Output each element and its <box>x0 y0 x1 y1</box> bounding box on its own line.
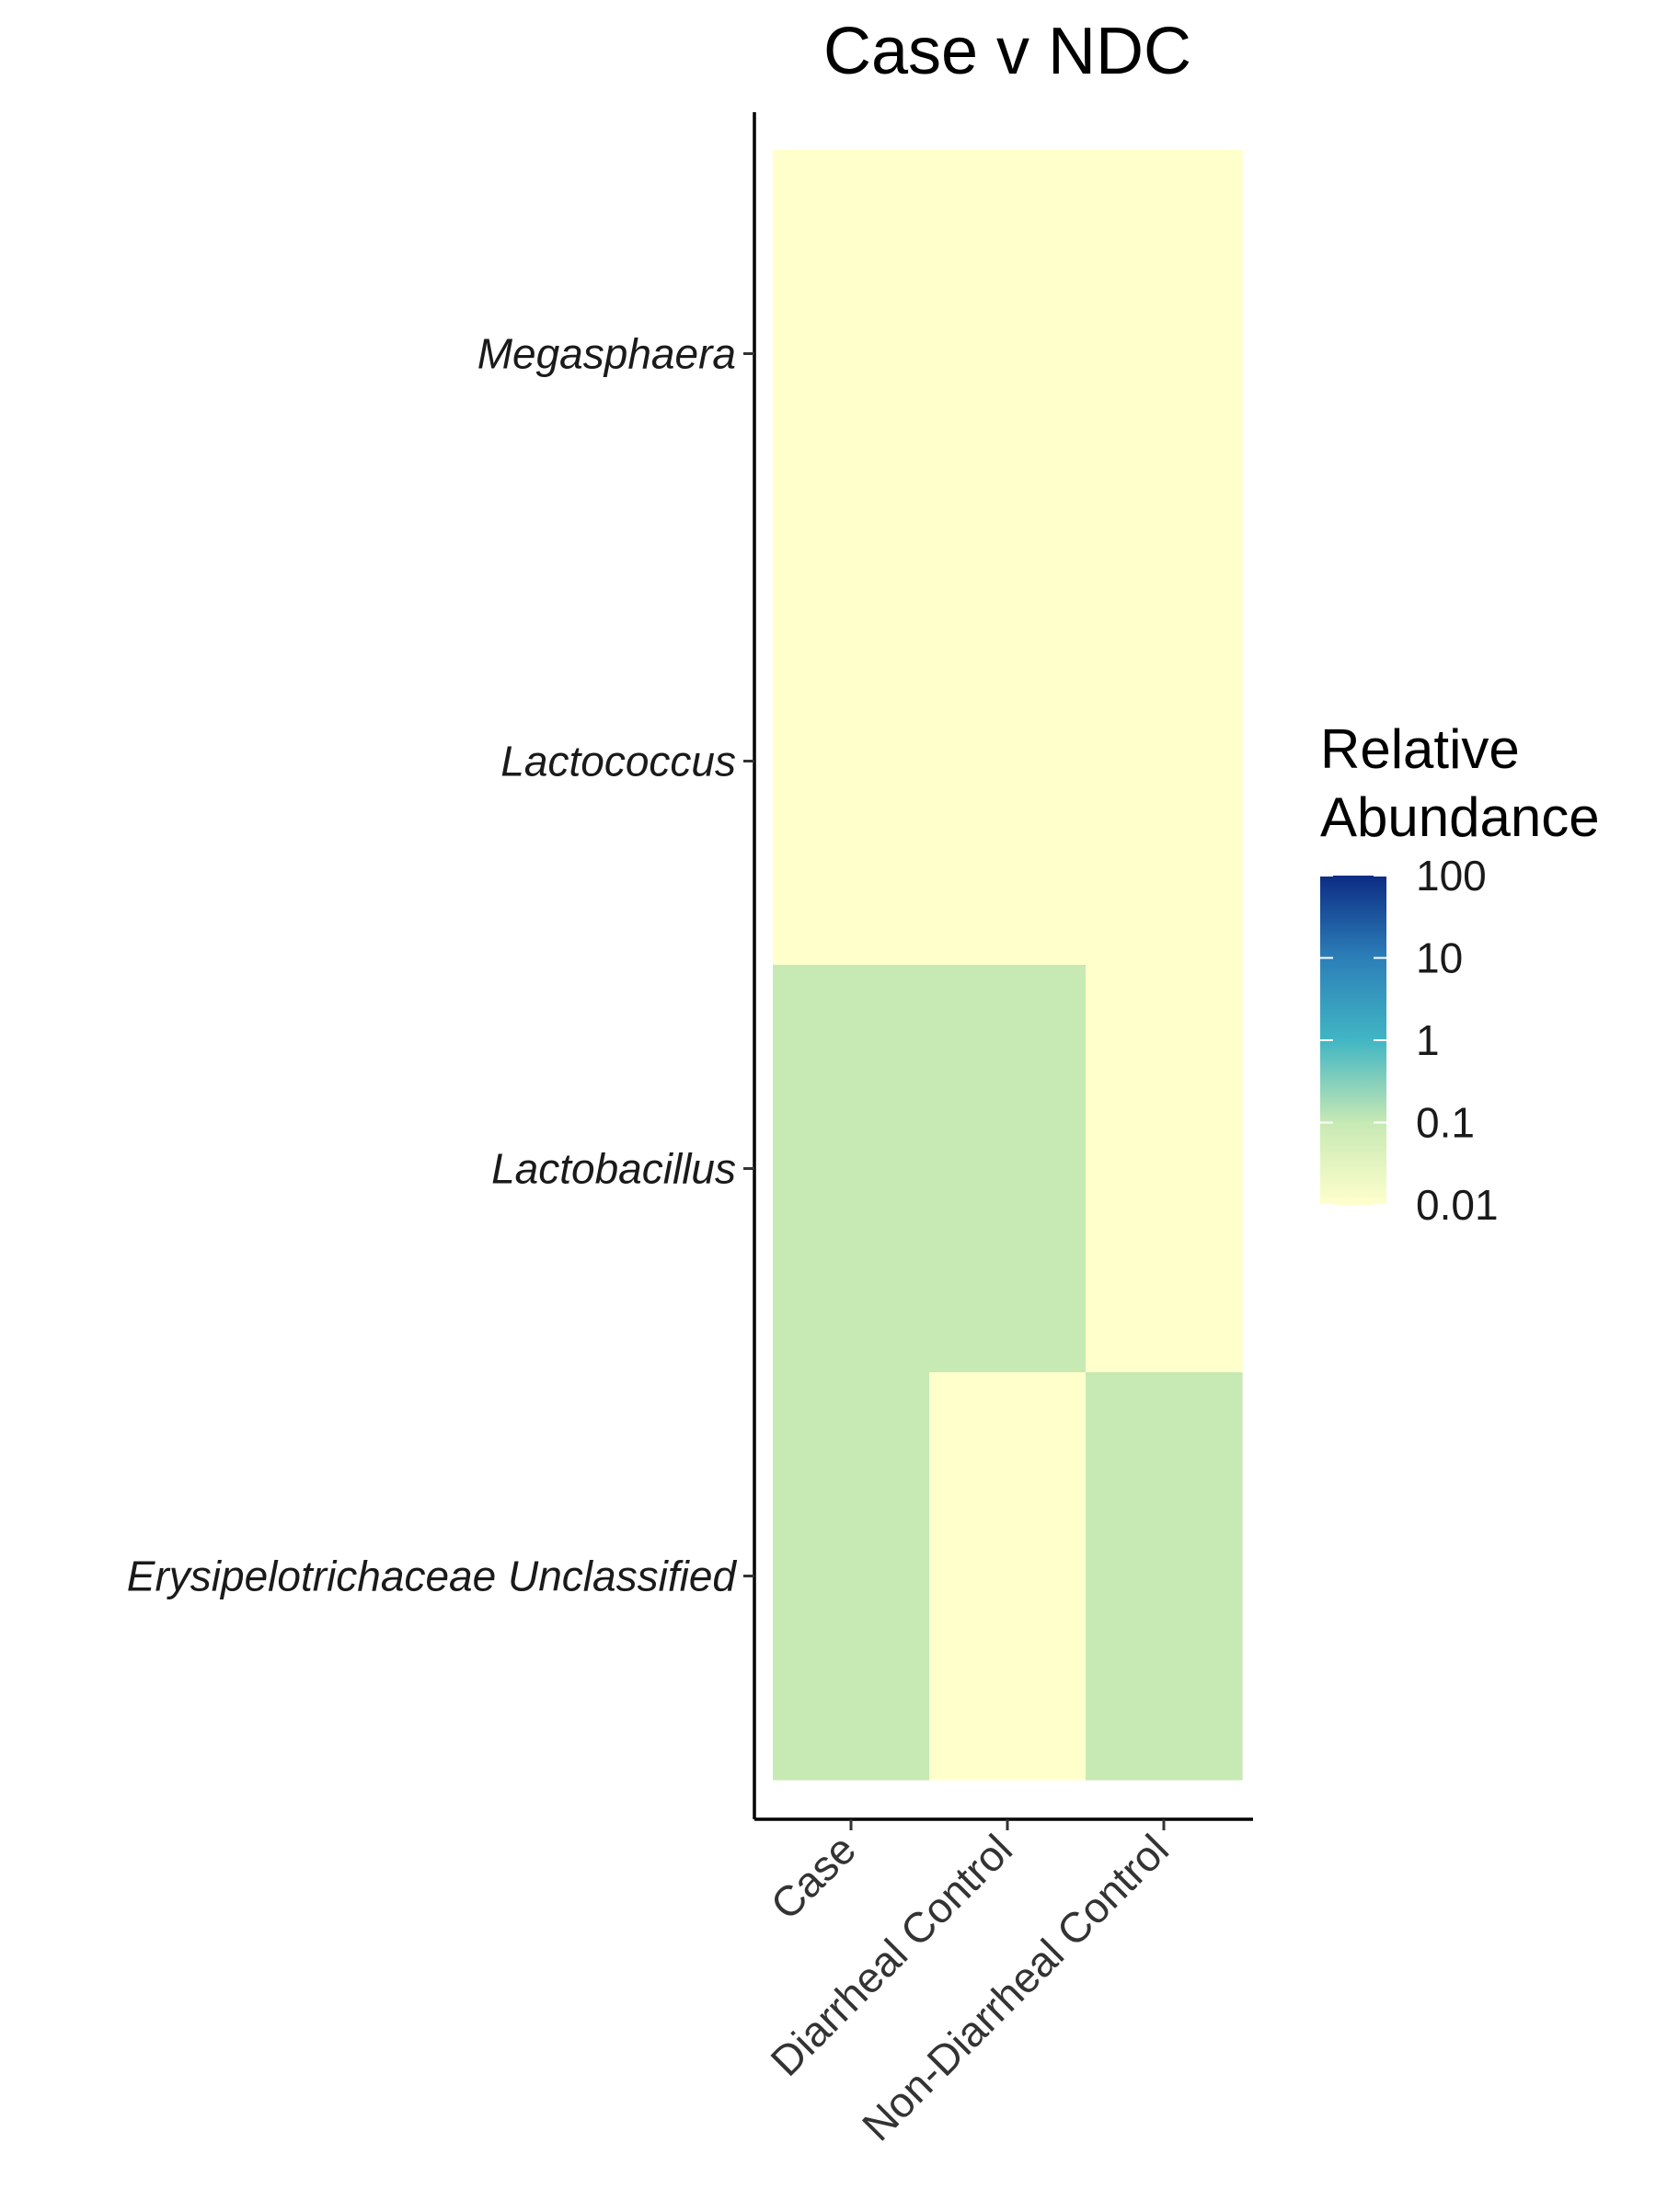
legend-tick-label-1: 1 <box>1416 1016 1440 1064</box>
legend-tick-label-10: 10 <box>1416 934 1463 982</box>
y-axis-ticks: Megasphaera Lactococcus Lactobacillus Erysi… <box>127 330 754 1600</box>
chart-title: Case v NDC <box>823 15 1191 88</box>
heatmap-cell-megasphaera-diarrheal-control <box>929 150 1087 558</box>
heatmap-cell-lactobacillus-diarrheal-control <box>929 965 1087 1373</box>
heatmap-cell-lactococcus-non-diarrheal-control <box>1086 557 1243 966</box>
legend-tick-label-0-01: 0.01 <box>1416 1181 1499 1229</box>
heatmap-cell-lactobacillus-case <box>773 965 930 1373</box>
heatmap-cell-erysipelotrichaceae-unclassified-diarrheal-control <box>929 1372 1087 1781</box>
legend-title-line-2: Abundance <box>1320 786 1600 848</box>
y-tick-label-erysipelotrichaceae-unclassified: Erysipelotrichaceae Unclassified <box>127 1553 738 1600</box>
heatmap-cell-lactococcus-case <box>773 557 930 966</box>
heatmap-cell-lactobacillus-non-diarrheal-control <box>1086 965 1243 1373</box>
heatmap-cells <box>773 150 1243 1781</box>
heatmap-cell-lactococcus-diarrheal-control <box>929 557 1087 966</box>
y-tick-label-lactobacillus: Lactobacillus <box>491 1145 736 1193</box>
axes <box>753 112 1253 1821</box>
y-tick-label-megasphaera: Megasphaera <box>477 330 736 378</box>
heatmap-cell-erysipelotrichaceae-unclassified-case <box>773 1372 930 1781</box>
heatmap-cell-erysipelotrichaceae-unclassified-non-diarrheal-control <box>1086 1372 1243 1781</box>
heatmap-cell-megasphaera-case <box>773 150 930 558</box>
heatmap-cell-megasphaera-non-diarrheal-control <box>1086 150 1243 558</box>
y-tick-label-lactococcus: Lactococcus <box>500 738 736 785</box>
legend-title-line-1: Relative <box>1320 718 1520 780</box>
x-tick-label-case: Case <box>761 1825 865 1929</box>
x-tick-label-non-diarrheal-control: Non-Diarrheal Control <box>853 1825 1178 2149</box>
legend-tick-label-100: 100 <box>1416 852 1487 900</box>
legend-tick-label-0-1: 0.1 <box>1416 1099 1475 1147</box>
